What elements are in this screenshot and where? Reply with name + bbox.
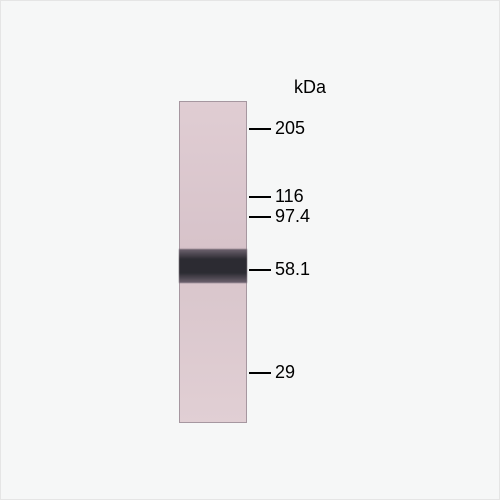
unit-label: kDa — [294, 77, 326, 98]
marker-tick — [249, 196, 271, 198]
marker-tick — [249, 372, 271, 374]
blot-canvas: kDa 205 11697.4 58.1 29 — [0, 0, 500, 500]
marker-tick — [249, 269, 271, 271]
marker-tick — [249, 216, 271, 218]
marker-label: 58.1 — [275, 259, 310, 280]
marker-label: 97.4 — [275, 206, 310, 227]
blot-lane — [179, 101, 247, 423]
protein-band — [179, 249, 247, 283]
marker-label: 116 — [275, 186, 304, 207]
marker-label: 205 — [275, 118, 305, 139]
marker-tick — [249, 128, 271, 130]
marker-label: 29 — [275, 362, 295, 383]
